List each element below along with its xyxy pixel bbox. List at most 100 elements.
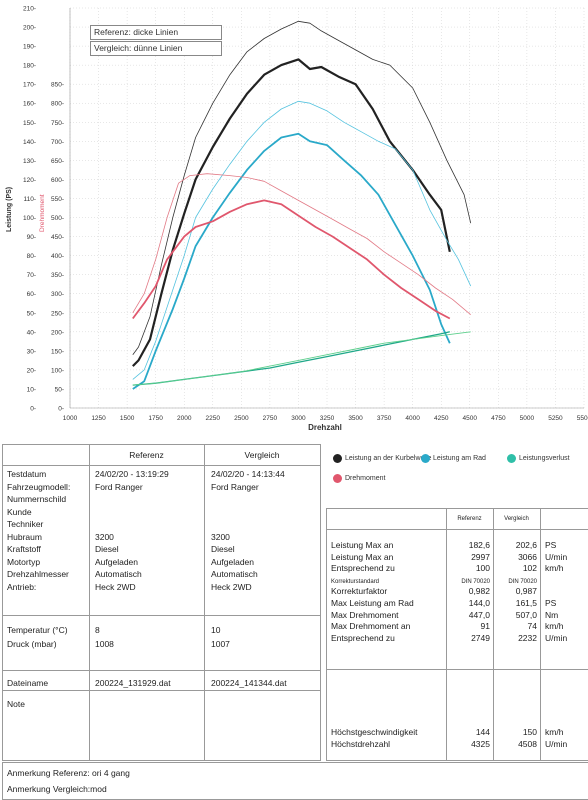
- x-tick-label: 1250: [91, 415, 106, 422]
- y-tick-label-nm: 850-: [51, 82, 64, 89]
- result-ref-value: 182,6: [468, 540, 490, 550]
- info-cmp-value: Heck 2WD: [211, 581, 252, 592]
- series-line-drehmoment-referenz: [132, 199, 451, 320]
- divider: [204, 445, 205, 760]
- y-tick-label: 80-: [27, 253, 36, 260]
- result-ref-value: 4325: [471, 738, 490, 749]
- pressure-cmp: 1007: [211, 639, 230, 649]
- info-label: Nummernschild: [7, 494, 67, 504]
- legend-label: Leistung an der Kurbelwelle: [345, 455, 432, 462]
- result-label: Entsprechend zu: [331, 563, 395, 574]
- y-tick-label-nm: 550-: [51, 196, 64, 203]
- info-cmp-value: Aufgeladen: [211, 556, 255, 567]
- y-tick-label-nm: 700-: [51, 139, 64, 146]
- legend-item-crank-power: Leistung an der Kurbelwelle: [333, 454, 431, 463]
- result-label: Höchstgeschwindigkeit: [331, 727, 418, 737]
- y-tick-label: 90-: [27, 234, 36, 241]
- pressure-label: Druck (mbar): [7, 639, 57, 649]
- y-tick-label-nm: 100-: [51, 367, 64, 374]
- y-tick-label-nm: 300-: [51, 291, 64, 298]
- y-tick-label: 150-: [23, 120, 36, 127]
- result-ref-value: 2997: [471, 551, 490, 562]
- result-cmp-value: 0,987: [515, 586, 537, 597]
- y-tick-label: 30-: [27, 348, 36, 355]
- result-cmp-value: 202,6: [515, 540, 537, 550]
- y-tick-label: 40-: [27, 329, 36, 336]
- remarks-panel: Anmerkung Referenz: ori 4 gang Anmerkung…: [2, 762, 588, 800]
- legend-label: Leistungsverlust: [519, 455, 570, 462]
- result-label: Entsprechend zu: [331, 632, 395, 643]
- result-unit: Nm: [545, 609, 559, 620]
- series-line-leistungsverlust-referenz: [132, 331, 450, 386]
- temperature-ref: 8: [95, 625, 100, 635]
- y-tick-label: 50-: [27, 310, 36, 317]
- legend-reference: Referenz: dicke Linien: [90, 25, 222, 40]
- result-ref-value: 91: [480, 621, 490, 632]
- divider: [327, 529, 588, 530]
- info-label: Testdatum: [7, 469, 47, 479]
- result-cmp-value: 74: [527, 621, 537, 632]
- result-label: Korrekturfaktor: [331, 586, 388, 597]
- legend-dot: [333, 454, 342, 463]
- info-ref-value: 24/02/20 - 13:19:29: [95, 469, 169, 479]
- remark-reference: Anmerkung Referenz: ori 4 gang: [7, 768, 130, 778]
- result-ref-value: 2749: [471, 632, 490, 643]
- series-line-leistung-am-rad-vergleich: [132, 100, 472, 380]
- temperature-cmp: 10: [211, 625, 221, 635]
- divider: [3, 465, 320, 466]
- result-cmp-value: 4508: [518, 738, 537, 749]
- result-cmp-value: 2232: [518, 632, 537, 643]
- header-comparison: Vergleich: [244, 450, 280, 460]
- note-label: Note: [7, 699, 25, 709]
- result-cmp-value: 161,5: [515, 598, 537, 608]
- header-reference: Referenz: [457, 516, 482, 522]
- info-label: Antrieb:: [7, 581, 37, 592]
- x-tick-label: 3500: [348, 415, 363, 422]
- header-comparison: Vergleich: [504, 516, 529, 522]
- y-tick-label-nm: 350-: [51, 272, 64, 279]
- result-label: Leistung Max an: [331, 540, 394, 550]
- y-tick-label: 140-: [23, 139, 36, 146]
- result-ref-value: 100: [475, 563, 490, 574]
- x-tick-label: 4250: [434, 415, 449, 422]
- y-tick-label: 120-: [23, 177, 36, 184]
- divider: [3, 615, 320, 616]
- x-tick-label: 3750: [377, 415, 392, 422]
- info-cmp-value: 3200: [211, 531, 230, 542]
- x-tick-label: 1750: [148, 415, 163, 422]
- series-line-drehmoment-vergleich: [132, 173, 471, 316]
- x-axis-label: Drehzahl: [308, 423, 342, 432]
- y-axis-label-right: Drehmoment: [39, 194, 46, 232]
- y-tick-label-nm: 0-: [58, 406, 64, 413]
- result-ref-value: 0,982: [468, 586, 490, 597]
- result-unit: PS: [545, 598, 557, 608]
- info-ref-value: Ford Ranger: [95, 481, 143, 492]
- y-tick-label-nm: 400-: [51, 253, 64, 260]
- result-label: Höchstdrehzahl: [331, 738, 391, 749]
- y-tick-label: 70-: [27, 272, 36, 279]
- info-label: Kunde: [7, 506, 32, 517]
- info-cmp-value: Diesel: [211, 544, 235, 554]
- x-tick-label: 5250: [548, 415, 563, 422]
- result-unit: km/h: [545, 727, 564, 737]
- x-tick-label: 1500: [120, 415, 135, 422]
- info-cmp-value: 24/02/20 - 14:13:44: [211, 469, 285, 479]
- result-label: Korrekturstandard: [331, 578, 380, 585]
- legend-dot: [333, 474, 342, 483]
- result-ref-value: 144,0: [468, 598, 490, 608]
- chart-ticks: 0- 0- 10- 50- 20- 100- 30- 150- 40- 200- 50- 250- 60…: [23, 6, 588, 423]
- y-tick-label-nm: 600-: [51, 177, 64, 184]
- y-tick-label: 200-: [23, 25, 36, 32]
- info-label: Techniker: [7, 519, 44, 529]
- result-unit: U/min: [545, 738, 568, 749]
- result-cmp-value: 507,0: [515, 609, 537, 620]
- header-reference: Referenz: [129, 450, 164, 460]
- result-label: Max Drehmoment an: [331, 621, 411, 632]
- y-tick-label-nm: 650-: [51, 158, 64, 165]
- result-ref-value: DIN 70020: [461, 578, 490, 585]
- result-unit: km/h: [545, 621, 564, 632]
- info-label: Fahrzeugmodell:: [7, 481, 71, 492]
- x-tick-label: 2750: [263, 415, 278, 422]
- series-line-leistung-an-der-kurbelwelle-referenz: [132, 58, 451, 367]
- info-label: Kraftstoff: [7, 544, 41, 554]
